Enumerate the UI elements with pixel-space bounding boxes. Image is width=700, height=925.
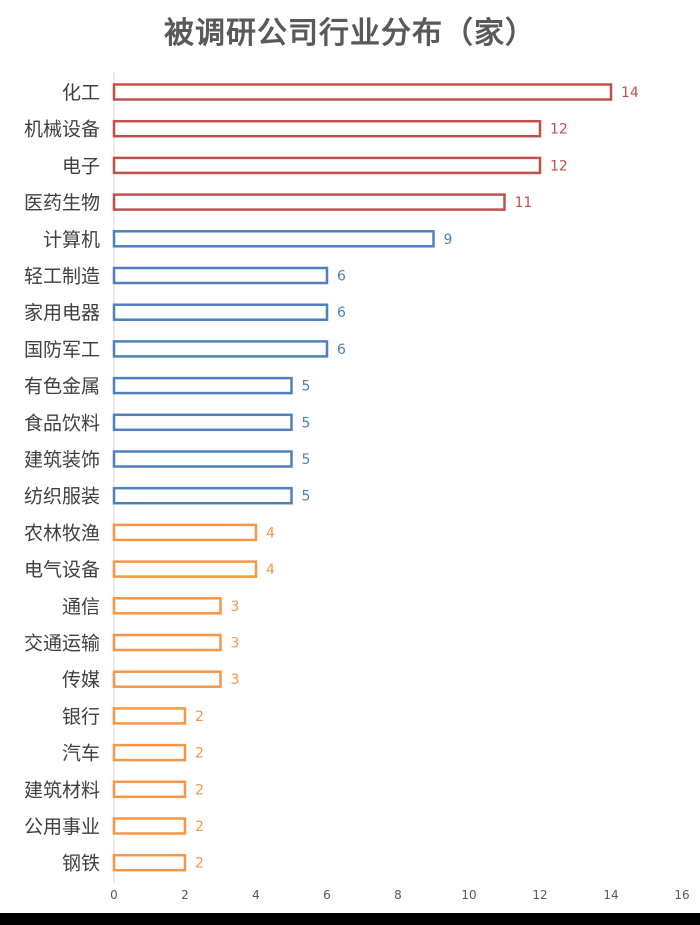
category-label: 建筑材料	[24, 779, 100, 801]
bar	[112, 230, 435, 248]
category-label: 医药生物	[24, 192, 100, 214]
data-label: 12	[550, 158, 568, 174]
category-label: 有色金属	[24, 376, 100, 398]
category-label: 公用事业	[24, 816, 100, 838]
category-label: 化工	[62, 82, 100, 104]
bar	[112, 376, 293, 395]
x-tick-label: 0	[110, 888, 118, 902]
category-label: 计算机	[43, 229, 100, 251]
category-label: 汽车	[62, 743, 100, 765]
category-label: 家用电器	[24, 302, 100, 324]
data-label: 6	[337, 305, 346, 321]
category-label: 机械设备	[24, 119, 100, 141]
bar	[112, 523, 258, 542]
x-tick-label: 16	[674, 888, 689, 902]
bar	[112, 707, 187, 725]
data-label: 5	[302, 415, 311, 431]
data-label: 2	[195, 819, 204, 835]
data-label: 3	[231, 672, 240, 688]
bar	[112, 560, 258, 578]
category-label: 电气设备	[24, 559, 100, 581]
category-label: 国防军工	[24, 339, 100, 361]
bar	[112, 486, 293, 505]
category-label: 通信	[62, 596, 100, 618]
data-label: 5	[302, 452, 311, 468]
data-label: 12	[550, 122, 568, 138]
data-label: 3	[231, 636, 240, 652]
category-label: 轻工制造	[24, 266, 100, 288]
bar	[112, 597, 222, 615]
bar	[112, 119, 542, 138]
data-label: 5	[302, 489, 311, 505]
bar	[112, 413, 293, 432]
x-tick-label: 6	[323, 888, 331, 902]
data-label: 6	[337, 342, 346, 358]
data-label: 4	[266, 525, 275, 541]
data-label: 2	[195, 709, 204, 725]
bar	[112, 853, 187, 872]
data-label: 5	[302, 379, 311, 395]
bar	[112, 340, 329, 358]
category-label: 纺织服装	[24, 486, 100, 508]
bar	[112, 817, 187, 835]
data-label: 9	[444, 232, 453, 248]
x-tick-label: 14	[603, 888, 618, 902]
bar	[112, 743, 187, 762]
bar	[112, 266, 329, 285]
data-label: 2	[195, 856, 204, 872]
data-label: 11	[515, 195, 533, 211]
x-tick-label: 12	[532, 888, 547, 902]
bar	[112, 780, 187, 799]
x-tick-label: 10	[461, 888, 476, 902]
data-label: 4	[266, 562, 275, 578]
data-label: 2	[195, 782, 204, 798]
category-label: 银行	[62, 706, 100, 728]
category-label: 钢铁	[62, 853, 100, 875]
data-label: 6	[337, 269, 346, 285]
data-label: 2	[195, 746, 204, 762]
data-label: 14	[621, 85, 639, 101]
bar	[112, 193, 506, 211]
category-label: 电子	[62, 155, 100, 177]
bar	[112, 83, 613, 101]
bar	[112, 156, 542, 175]
bar	[112, 670, 222, 688]
category-label: 交通运输	[24, 633, 100, 655]
category-label: 农林牧渔	[24, 522, 100, 544]
bar	[112, 633, 222, 652]
category-label: 传媒	[62, 669, 100, 691]
x-tick-label: 8	[394, 888, 402, 902]
bar	[112, 450, 293, 468]
x-tick-label: 2	[181, 888, 189, 902]
chart-title: 被调研公司行业分布（家）	[164, 16, 536, 51]
category-label: 建筑装饰	[24, 449, 100, 471]
bar	[112, 303, 329, 321]
data-label: 3	[231, 599, 240, 615]
category-label: 食品饮料	[24, 412, 100, 434]
x-tick-label: 4	[252, 888, 260, 902]
